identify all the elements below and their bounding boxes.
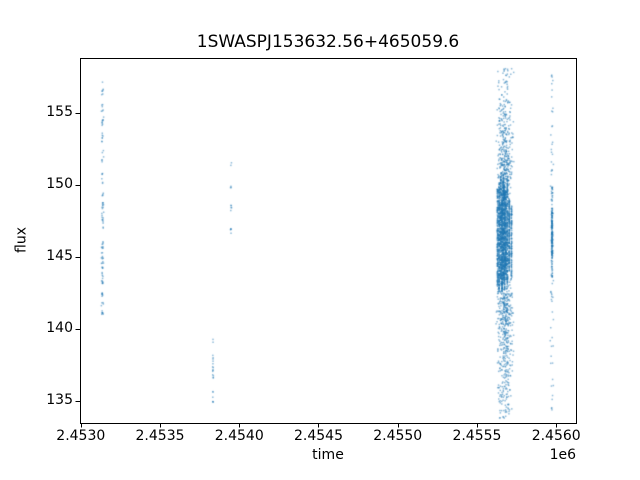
x-tick-label: 2.4560 bbox=[531, 428, 581, 444]
x-tick-label: 2.4555 bbox=[452, 428, 502, 444]
x-tick-label: 2.4550 bbox=[373, 428, 423, 444]
x-tick-label: 2.4545 bbox=[293, 428, 343, 444]
axes-border bbox=[80, 58, 577, 424]
y-tick-label: 135 bbox=[46, 391, 73, 408]
axis-offset-label: 1e6 bbox=[549, 447, 576, 463]
x-axis-label: time bbox=[312, 447, 344, 463]
chart-title: 1SWASPJ153632.56+465059.6 bbox=[196, 32, 460, 52]
y-tick-label: 155 bbox=[46, 104, 73, 120]
y-tick-label: 145 bbox=[46, 247, 73, 264]
y-tick-label: 140 bbox=[46, 319, 73, 336]
x-tick-label: 2.4535 bbox=[135, 428, 185, 444]
y-tick-label: 150 bbox=[46, 175, 73, 192]
y-axis-label: flux bbox=[13, 227, 30, 253]
x-tick-label: 2.4540 bbox=[214, 428, 264, 444]
x-tick-label: 2.4530 bbox=[56, 428, 106, 444]
